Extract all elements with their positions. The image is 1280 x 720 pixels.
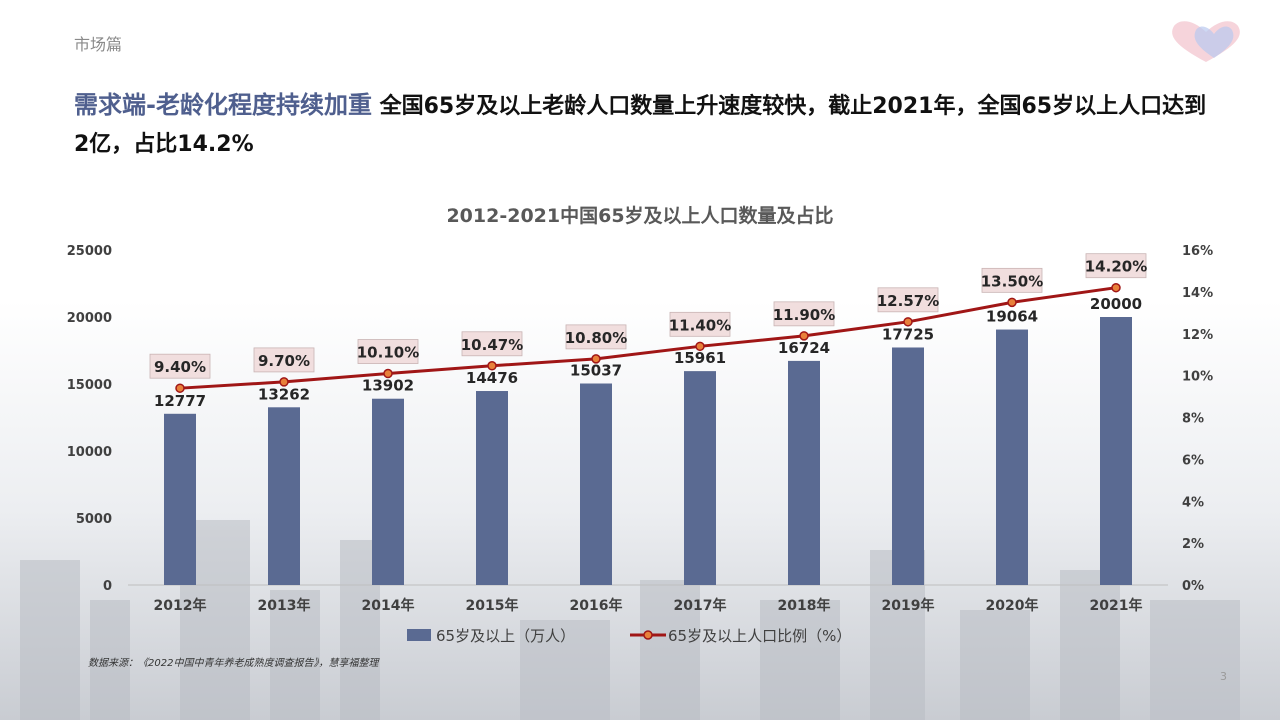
ratio-value-label: 10.47% (461, 336, 523, 354)
bar (372, 398, 404, 585)
ratio-point (1007, 297, 1017, 308)
bar (1100, 317, 1132, 585)
ratio-label-box (461, 331, 523, 357)
brand-logo-heart (1172, 21, 1240, 62)
ratio-label-box (565, 324, 627, 350)
ratio-point (695, 341, 705, 352)
y-right-tick-label: 16% (1182, 244, 1213, 259)
y-right-tick-label: 10% (1182, 370, 1213, 385)
y-left-tick-label: 0 (103, 579, 112, 594)
ratio-point (279, 377, 289, 387)
bar-value-label: 19064 (986, 308, 1038, 326)
bar (892, 347, 924, 585)
x-tick-label: 2013年 (258, 597, 311, 614)
y-left-tick-label: 25000 (67, 244, 112, 259)
chart-title: 2012-2021中国65岁及以上人口数量及占比 (446, 204, 833, 227)
ratio-point (799, 331, 809, 341)
legend-line-marker (643, 630, 653, 640)
y-right-tick-label: 8% (1182, 412, 1204, 427)
bar (580, 383, 612, 585)
bar-value-label: 16724 (778, 339, 830, 357)
bar (268, 407, 300, 585)
ratio-point (175, 383, 185, 393)
legend-line-label: 65岁及以上人口比例（%） (668, 627, 851, 645)
headline-accent: 需求端-老龄化程度持续加重 (74, 91, 372, 119)
y-right-tick-label: 4% (1182, 495, 1204, 510)
y-left-tick-label: 20000 (67, 311, 112, 326)
page-number: 3 (1220, 670, 1227, 683)
ratio-value-label: 10.10% (357, 344, 419, 362)
bar-value-label: 20000 (1090, 295, 1142, 313)
ratio-label-box (981, 267, 1043, 293)
ratio-value-label: 10.80% (565, 329, 627, 347)
bar (788, 360, 820, 585)
legend-bar-swatch (407, 629, 431, 641)
ratio-value-label: 11.40% (669, 316, 731, 334)
ratio-point (487, 361, 497, 371)
ratio-label-box (1085, 253, 1147, 279)
x-tick-label: 2020年 (986, 597, 1039, 614)
bar-value-label: 15961 (674, 349, 726, 367)
ratio-label-box (357, 339, 419, 364)
bar (996, 329, 1028, 585)
x-tick-label: 2017年 (674, 597, 727, 614)
bar (684, 371, 716, 585)
y-left-tick-label: 5000 (76, 512, 112, 527)
ratio-label-box (149, 353, 211, 379)
ratio-point (903, 317, 913, 327)
x-tick-label: 2019年 (882, 597, 935, 614)
ratio-value-label: 13.50% (981, 272, 1043, 290)
page-headline: 需求端-老龄化程度持续加重 全国65岁及以上老龄人口数量上升速度较快，截止202… (74, 86, 1214, 164)
data-source-note: 数据来源：《2022中国中青年养老成熟度调查报告》，慧享福整理 (88, 658, 379, 669)
x-tick-label: 2018年 (778, 597, 831, 614)
x-tick-label: 2015年 (466, 597, 519, 614)
x-tick-label: 2012年 (154, 597, 207, 614)
y-left-tick-label: 15000 (67, 378, 112, 393)
ratio-line (179, 286, 1117, 390)
ratio-label-box (253, 347, 315, 373)
ratio-point (591, 354, 601, 364)
bar (164, 413, 196, 585)
ratio-point (1111, 282, 1121, 293)
ratio-label-box (669, 311, 731, 337)
bar-value-label: 13902 (362, 377, 414, 395)
section-label: 市场篇 (74, 35, 123, 54)
ratio-label-box (773, 301, 835, 327)
bar-value-label: 13262 (258, 385, 310, 403)
x-tick-label: 2021年 (1090, 597, 1143, 614)
bar-value-label: 15037 (570, 362, 622, 380)
ratio-value-label: 9.40% (154, 358, 206, 376)
y-right-tick-label: 6% (1182, 453, 1204, 468)
y-right-tick-label: 0% (1182, 579, 1204, 594)
bar-value-label: 14476 (466, 369, 518, 387)
y-right-tick-label: 2% (1182, 537, 1204, 552)
ratio-value-label: 9.70% (258, 352, 310, 370)
y-right-tick-label: 14% (1182, 286, 1213, 301)
bar-value-label: 17725 (882, 325, 934, 343)
ratio-value-label: 11.90% (773, 306, 835, 324)
headline-text: 全国65岁及以上老龄人口数量上升速度较快，截止2021年，全国65岁以上人口达到… (74, 94, 1207, 157)
legend-bar-label: 65岁及以上（万人） (436, 627, 575, 645)
ratio-value-label: 14.20% (1085, 258, 1147, 276)
bar (476, 391, 508, 585)
y-right-tick-label: 12% (1182, 328, 1213, 343)
ratio-point (383, 368, 393, 379)
chart-legend: 65岁及以上（万人） 65岁及以上人口比例（%） (407, 627, 851, 645)
bar-value-label: 12777 (154, 392, 206, 410)
ratio-value-label: 12.57% (877, 292, 939, 310)
x-tick-label: 2016年 (570, 597, 623, 614)
x-tick-label: 2014年 (362, 597, 415, 614)
ratio-label-box (877, 287, 939, 313)
y-left-tick-label: 10000 (67, 445, 112, 460)
